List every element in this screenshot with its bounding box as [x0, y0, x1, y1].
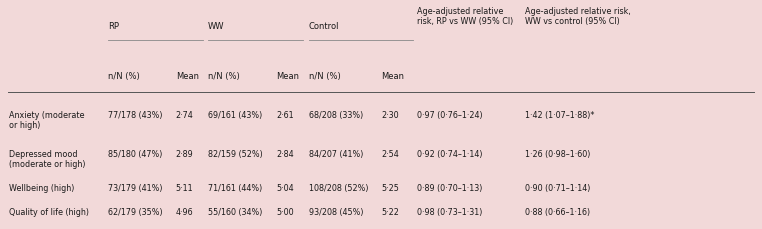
Text: 55/160 (34%): 55/160 (34%) [208, 207, 262, 216]
Text: Age-adjusted relative
risk, RP vs WW (95% CI): Age-adjusted relative risk, RP vs WW (95… [417, 7, 513, 26]
Text: n/N (%): n/N (%) [108, 71, 140, 80]
Text: 2·89: 2·89 [175, 149, 194, 158]
Text: 1·42 (1·07–1·88)*: 1·42 (1·07–1·88)* [525, 110, 594, 119]
Text: 108/208 (52%): 108/208 (52%) [309, 183, 368, 192]
Text: 77/178 (43%): 77/178 (43%) [108, 110, 163, 119]
Text: Wellbeing (high): Wellbeing (high) [9, 183, 75, 192]
Text: 5·04: 5·04 [277, 183, 294, 192]
Text: 69/161 (43%): 69/161 (43%) [208, 110, 262, 119]
Text: 82/159 (52%): 82/159 (52%) [208, 149, 262, 158]
Text: 2·84: 2·84 [277, 149, 294, 158]
Text: Quality of life (high): Quality of life (high) [9, 207, 89, 216]
Text: Mean: Mean [381, 71, 404, 80]
Text: 5·11: 5·11 [175, 183, 194, 192]
Text: 2·30: 2·30 [381, 110, 399, 119]
Text: Mean: Mean [277, 71, 299, 80]
Text: 2·54: 2·54 [381, 149, 399, 158]
Text: 84/207 (41%): 84/207 (41%) [309, 149, 363, 158]
Text: Depressed mood
(moderate or high): Depressed mood (moderate or high) [9, 149, 85, 168]
Text: 1·26 (0·98–1·60): 1·26 (0·98–1·60) [525, 149, 591, 158]
Text: 5·00: 5·00 [277, 207, 294, 216]
Text: n/N (%): n/N (%) [309, 71, 341, 80]
Text: 0·98 (0·73–1·31): 0·98 (0·73–1·31) [417, 207, 482, 216]
Text: 2·74: 2·74 [175, 110, 194, 119]
Text: 73/179 (41%): 73/179 (41%) [108, 183, 163, 192]
Text: Mean: Mean [175, 71, 199, 80]
Text: 0·97 (0·76–1·24): 0·97 (0·76–1·24) [417, 110, 482, 119]
Text: WW: WW [208, 22, 224, 31]
Text: 2·61: 2·61 [277, 110, 294, 119]
Text: 4·96: 4·96 [175, 207, 194, 216]
Text: 62/179 (35%): 62/179 (35%) [108, 207, 163, 216]
Text: Control: Control [309, 22, 339, 31]
Text: Age-adjusted relative risk,
WW vs control (95% CI): Age-adjusted relative risk, WW vs contro… [525, 7, 631, 26]
Text: 0·89 (0·70–1·13): 0·89 (0·70–1·13) [417, 183, 482, 192]
Text: n/N (%): n/N (%) [208, 71, 239, 80]
Text: 0·90 (0·71–1·14): 0·90 (0·71–1·14) [525, 183, 591, 192]
Text: 93/208 (45%): 93/208 (45%) [309, 207, 363, 216]
Text: 68/208 (33%): 68/208 (33%) [309, 110, 363, 119]
Text: 0·88 (0·66–1·16): 0·88 (0·66–1·16) [525, 207, 591, 216]
Text: 5·25: 5·25 [381, 183, 399, 192]
Text: RP: RP [108, 22, 120, 31]
Text: 0·92 (0·74–1·14): 0·92 (0·74–1·14) [417, 149, 482, 158]
Text: 85/180 (47%): 85/180 (47%) [108, 149, 163, 158]
Text: 71/161 (44%): 71/161 (44%) [208, 183, 262, 192]
Text: 5·22: 5·22 [381, 207, 399, 216]
Text: Anxiety (moderate
or high): Anxiety (moderate or high) [9, 110, 85, 130]
